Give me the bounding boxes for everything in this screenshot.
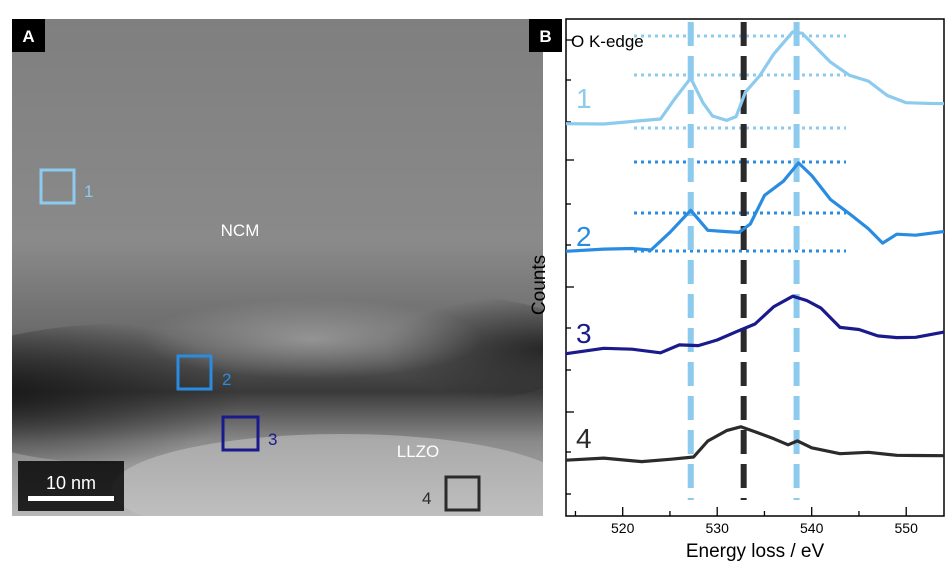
region-box-4-label: 4 xyxy=(422,489,431,508)
llzo-label: LLZO xyxy=(397,442,440,461)
region-box-3-label: 3 xyxy=(268,430,277,449)
region-box-2 xyxy=(176,354,213,391)
region-box-1-label: 1 xyxy=(84,182,93,201)
panel-a-label: A xyxy=(22,27,34,46)
region-box-3 xyxy=(221,415,260,452)
series-label-4: 4 xyxy=(576,423,592,454)
x-tick-label: 540 xyxy=(800,520,824,536)
region-box-2-label: 2 xyxy=(222,370,231,389)
x-axis-label: Energy loss / eV xyxy=(686,541,825,562)
x-tick-label: 520 xyxy=(611,520,635,536)
scale-bar-bg xyxy=(18,461,124,511)
spectrum-2 xyxy=(565,161,945,253)
series-label-3: 3 xyxy=(576,318,592,349)
spectrum-1 xyxy=(565,30,945,126)
scale-bar-label: 10 nm xyxy=(46,473,96,493)
spectra xyxy=(565,30,945,464)
light-interface-region xyxy=(142,299,482,379)
spectrum-4 xyxy=(565,425,945,464)
spectrum-3 xyxy=(565,294,945,356)
llzo-region xyxy=(112,434,543,516)
series-label-2: 2 xyxy=(576,221,592,252)
dotted-guides xyxy=(634,34,846,253)
region-box-1 xyxy=(39,168,76,205)
energy-markers xyxy=(687,22,800,500)
tem-image-panel: A NCM LLZO 1 2 3 4 10 nm xyxy=(12,19,543,516)
x-axis-ticks: 520 530 540 550 xyxy=(574,507,919,536)
scale-bar xyxy=(28,496,114,501)
ncm-label: NCM xyxy=(221,221,260,240)
x-tick-label: 550 xyxy=(895,520,919,536)
region-box-4 xyxy=(444,475,481,512)
plot-frame xyxy=(565,18,945,517)
series-label-1: 1 xyxy=(576,83,592,114)
edge-annotation: O K-edge xyxy=(571,32,644,51)
y-axis-ticks xyxy=(566,39,574,495)
panel-a-label-bg xyxy=(12,19,45,52)
x-tick-label: 530 xyxy=(706,520,730,536)
